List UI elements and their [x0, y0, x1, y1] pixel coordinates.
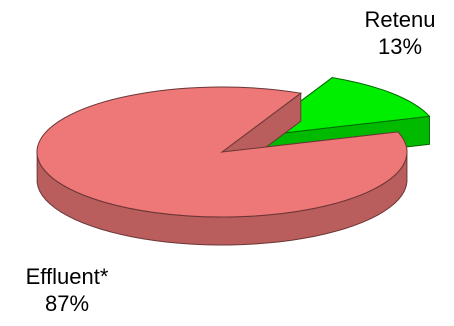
slice-effluent [36, 86, 408, 218]
slice-name-retenu: Retenu [364, 7, 436, 32]
slice-label-retenu: Retenu 13% [345, 6, 454, 60]
slice-name-effluent: Effluent* [25, 264, 109, 289]
slice-label-effluent: Effluent* 87% [2, 263, 132, 317]
slice-percent-effluent: 87% [44, 291, 90, 316]
slice-percent-retenu: 13% [377, 34, 423, 59]
